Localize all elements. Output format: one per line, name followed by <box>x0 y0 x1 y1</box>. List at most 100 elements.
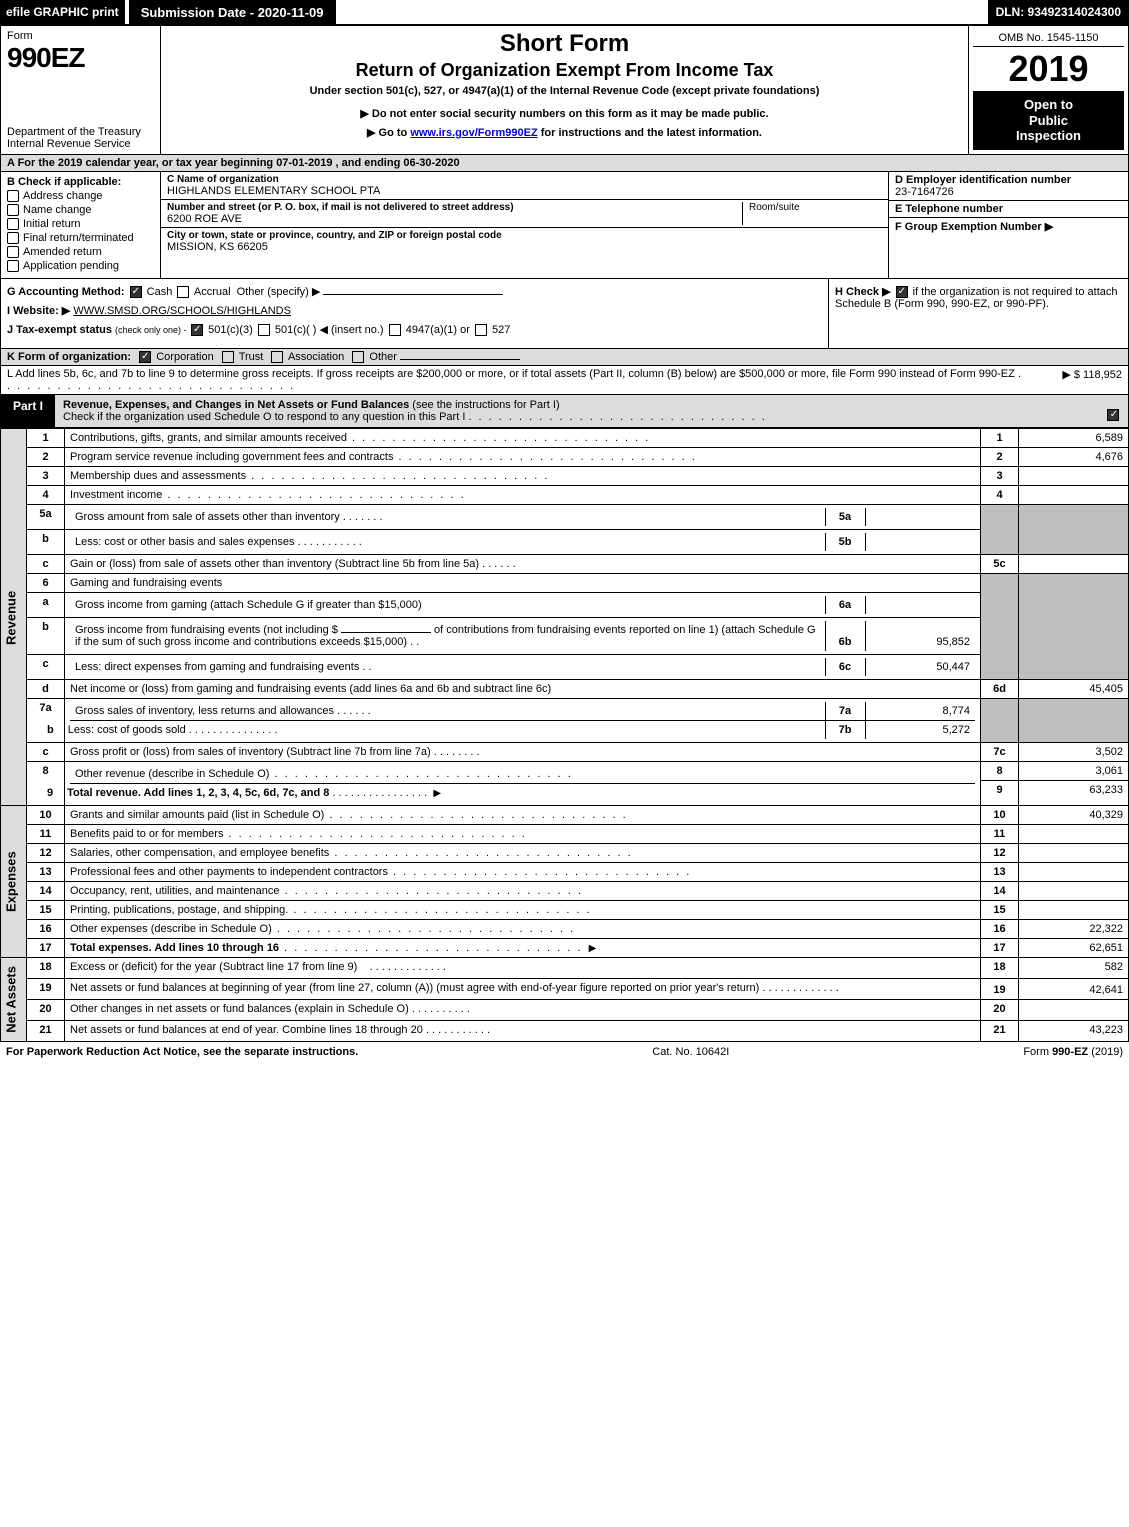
checkbox-checked-icon[interactable] <box>130 286 142 298</box>
checkbox-icon[interactable] <box>222 351 234 363</box>
checkbox-icon[interactable] <box>7 232 19 244</box>
inner-amt: 8,774 <box>865 702 975 721</box>
ck-initial-return[interactable]: Initial return <box>7 218 154 230</box>
line-amt: 3,061 <box>1019 762 1128 781</box>
note2-pre: ▶ Go to <box>367 127 410 139</box>
ein-value: 23-7164726 <box>895 186 1122 198</box>
line-5c: c Gain or (loss) from sale of assets oth… <box>1 555 1129 574</box>
checkbox-icon[interactable] <box>352 351 364 363</box>
line-4: 4 Investment income 4 <box>1 486 1129 505</box>
line-amt <box>1019 825 1129 844</box>
line-desc: Gross amount from sale of assets other t… <box>75 511 340 523</box>
line-code: 16 <box>981 920 1019 939</box>
checkbox-checked-icon[interactable] <box>139 351 151 363</box>
part1-checkbox[interactable] <box>1098 395 1128 427</box>
line-6b: b Gross income from fundraising events (… <box>1 618 1129 655</box>
city-value: MISSION, KS 66205 <box>167 241 882 253</box>
addr-label: Number and street (or P. O. box, if mail… <box>167 202 742 213</box>
checkbox-icon[interactable] <box>7 204 19 216</box>
line-8-9: 8 Other revenue (describe in Schedule O)… <box>1 762 1129 806</box>
fill-line[interactable] <box>341 632 431 633</box>
ck-application-pending[interactable]: Application pending <box>7 260 154 272</box>
line-num: 1 <box>27 429 65 448</box>
ck-amended-return[interactable]: Amended return <box>7 246 154 258</box>
form-header: Form 990EZ Department of the Treasury In… <box>0 26 1129 155</box>
dots-icon <box>468 411 766 423</box>
g-accrual: Accrual <box>194 286 231 298</box>
irs-link[interactable]: www.irs.gov/Form990EZ <box>410 127 537 139</box>
section-h: H Check ▶ if the organization is not req… <box>828 279 1128 348</box>
expenses-sidelabel: Expenses <box>1 806 27 958</box>
line-desc: Less: direct expenses from gaming and fu… <box>75 661 359 673</box>
catalog-number: Cat. No. 10642I <box>652 1046 729 1058</box>
checkbox-checked-icon[interactable] <box>1107 409 1119 421</box>
checkbox-icon[interactable] <box>7 218 19 230</box>
dept-line2: Internal Revenue Service <box>7 138 154 150</box>
line-code: 8 <box>981 762 1018 781</box>
line-desc: Professional fees and other payments to … <box>70 866 388 878</box>
part1-title: Revenue, Expenses, and Changes in Net As… <box>63 399 409 411</box>
checkbox-checked-icon[interactable] <box>191 324 203 336</box>
ck-name-change[interactable]: Name change <box>7 204 154 216</box>
section-i: I Website: ▶ WWW.SMSD.ORG/SCHOOLS/HIGHLA… <box>7 304 822 317</box>
line-amt: 22,322 <box>1019 920 1129 939</box>
open-to-public: Open to Public Inspection <box>973 91 1124 150</box>
i-label: I Website: ▶ <box>7 305 70 317</box>
subtitle: Under section 501(c), 527, or 4947(a)(1)… <box>169 85 960 97</box>
line-desc: Gross profit or (loss) from sales of inv… <box>70 746 431 758</box>
checkbox-icon[interactable] <box>258 324 270 336</box>
checkbox-icon[interactable] <box>7 246 19 258</box>
line-amt <box>1019 844 1129 863</box>
line-10: Expenses 10 Grants and similar amounts p… <box>1 806 1129 825</box>
line-14: 14Occupancy, rent, utilities, and mainte… <box>1 882 1129 901</box>
line-desc: Net assets or fund balances at end of ye… <box>70 1024 423 1036</box>
line-code: 6d <box>981 680 1019 699</box>
dln-label: DLN: 93492314024300 <box>988 0 1129 24</box>
insp-2: Public <box>975 113 1122 129</box>
line-6a: a Gross income from gaming (attach Sched… <box>1 593 1129 618</box>
section-def: D Employer identification number 23-7164… <box>888 172 1128 278</box>
ein-label: D Employer identification number <box>895 174 1122 186</box>
k-other-line[interactable] <box>400 359 520 360</box>
g-other-line[interactable] <box>323 294 503 295</box>
inner-code: 7b <box>825 721 865 740</box>
website-value[interactable]: WWW.SMSD.ORG/SCHOOLS/HIGHLANDS <box>73 305 291 317</box>
line-desc-pre: Gross income from fundraising events (no… <box>75 624 341 636</box>
line-code: 9 <box>981 781 1018 800</box>
checkbox-icon[interactable] <box>475 324 487 336</box>
line-12: 12Salaries, other compensation, and empl… <box>1 844 1129 863</box>
triangle-icon <box>589 942 599 954</box>
line-desc: Occupancy, rent, utilities, and maintena… <box>70 885 280 897</box>
line-amt: 40,329 <box>1019 806 1129 825</box>
checkbox-icon[interactable] <box>177 286 189 298</box>
k-label: K Form of organization: <box>7 351 131 363</box>
line-5a: 5a Gross amount from sale of assets othe… <box>1 505 1129 530</box>
part1-table: Revenue 1 Contributions, gifts, grants, … <box>0 428 1129 1042</box>
address-cell: Number and street (or P. O. box, if mail… <box>161 200 888 228</box>
line-6: 6 Gaming and fundraising events <box>1 574 1129 593</box>
ck-address-change[interactable]: Address change <box>7 190 154 202</box>
j-4947: 4947(a)(1) or <box>406 324 470 336</box>
line-code: 3 <box>981 467 1019 486</box>
insp-3: Inspection <box>975 128 1122 144</box>
l-text: L Add lines 5b, 6c, and 7b to line 9 to … <box>7 368 1032 392</box>
line-desc: Excess or (deficit) for the year (Subtra… <box>70 961 357 973</box>
checkbox-icon[interactable] <box>7 190 19 202</box>
ck-final-return[interactable]: Final return/terminated <box>7 232 154 244</box>
ck-label: Amended return <box>23 246 102 258</box>
section-l: L Add lines 5b, 6c, and 7b to line 9 to … <box>0 366 1129 395</box>
gh-left: G Accounting Method: Cash Accrual Other … <box>1 279 828 348</box>
inner-amt <box>865 508 975 526</box>
line-desc: Less: cost or other basis and sales expe… <box>75 536 295 548</box>
shade-cell <box>1019 574 1129 680</box>
checkbox-checked-icon[interactable] <box>896 286 908 298</box>
inner-amt: 95,852 <box>865 621 975 651</box>
efile-print-label[interactable]: efile GRAPHIC print <box>0 0 125 24</box>
checkbox-icon[interactable] <box>271 351 283 363</box>
line-amt: 4,676 <box>1019 448 1129 467</box>
checkbox-icon[interactable] <box>7 260 19 272</box>
checkbox-icon[interactable] <box>389 324 401 336</box>
ck-label: Application pending <box>23 260 119 272</box>
line-amt <box>1019 999 1129 1020</box>
dept-line1: Department of the Treasury <box>7 126 154 138</box>
